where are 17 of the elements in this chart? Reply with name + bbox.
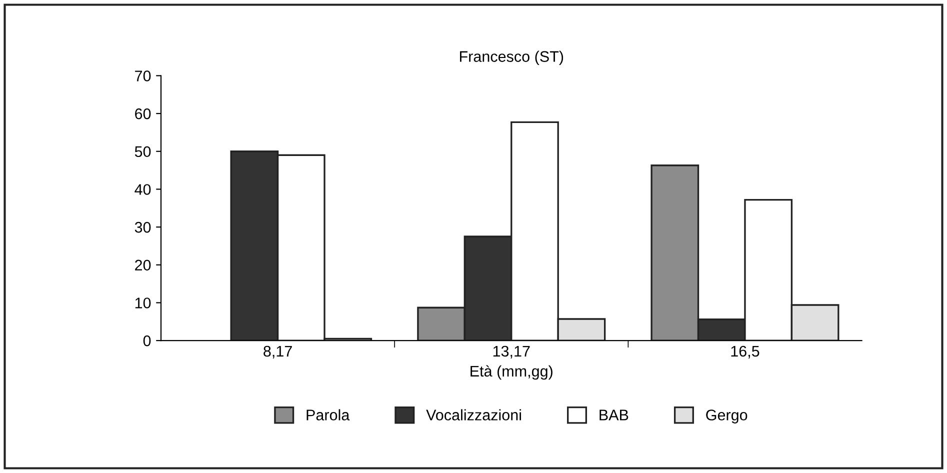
y-tick-label: 0 — [143, 335, 151, 346]
x-tick-label: 16,5 — [731, 346, 760, 358]
chart-title: Francesco (ST) — [460, 50, 564, 65]
legend-label: Parola — [306, 409, 350, 420]
y-tick-label: 30 — [134, 222, 151, 233]
y-tick-label: 10 — [135, 298, 151, 308]
legend-label: Gergo — [706, 410, 748, 424]
x-axis-title: Età (mm,gg) — [470, 365, 552, 380]
x-tick-label: 13,17 — [493, 346, 530, 358]
legend-label: BAB — [600, 410, 628, 420]
y-tick-label: 20 — [135, 260, 151, 271]
y-tick-label: 60 — [135, 108, 151, 120]
y-tick-label: 40 — [134, 184, 151, 195]
legend-label: Vocalizzazioni — [426, 409, 521, 420]
x-tick-label: 8,17 — [264, 346, 292, 358]
y-tick-label: 70 — [135, 70, 151, 82]
y-tick-label: 50 — [134, 146, 151, 158]
